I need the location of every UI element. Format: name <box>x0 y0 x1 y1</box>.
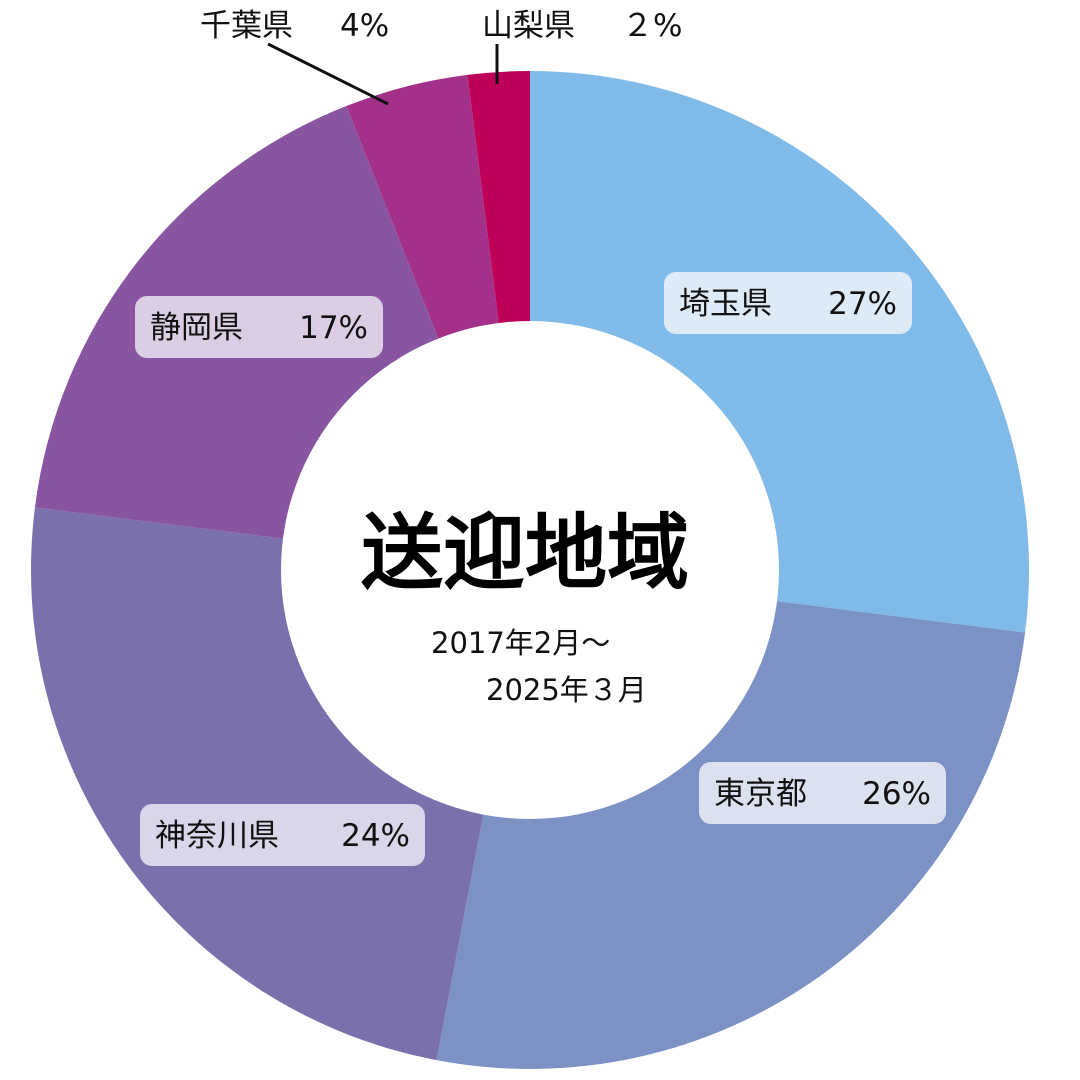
slice-labels: 埼玉県 27% 東京都 26% 神奈川県 24% 静岡県 17% 千葉県 4% 山梨県 ２% <box>135 8 946 866</box>
chart-title: 送迎地域 <box>361 506 689 601</box>
donut-hole <box>281 321 779 819</box>
slice-category-label: 山梨県 <box>482 8 575 44</box>
slice-value-label: 26% <box>862 776 931 812</box>
slice-value-label: 4% <box>340 8 389 44</box>
chart-subtitle-line-2: 2025年３月 <box>486 673 647 707</box>
slice-label-1: 埼玉県 27% <box>664 272 912 334</box>
slice-category-label: 千葉県 <box>200 8 293 44</box>
leader-lines <box>267 42 499 106</box>
slice-label-5: 千葉県 4% <box>200 8 389 44</box>
slice-label-6: 山梨県 ２% <box>482 8 682 44</box>
slice-value-label: 27% <box>828 286 897 322</box>
slice-category-label: 埼玉県 <box>679 286 772 322</box>
slice-label-box-2 <box>699 762 946 824</box>
slice-value-label: ２% <box>622 8 682 44</box>
slice-label-box-1 <box>664 272 912 334</box>
slice-label-2: 東京都 26% <box>699 762 946 824</box>
slice-value-label: 24% <box>341 818 410 854</box>
slice-label-4: 静岡県 17% <box>135 296 383 358</box>
slice-value-label: 17% <box>299 310 368 346</box>
slice-category-label: 神奈川県 <box>155 818 279 854</box>
chart-subtitle-line-1: 2017年2月～ <box>431 626 610 660</box>
slice-label-3: 神奈川県 24% <box>140 804 425 866</box>
slice-label-box-4 <box>135 296 383 358</box>
slice-category-label: 東京都 <box>714 776 807 812</box>
slice-category-label: 静岡県 <box>150 310 243 346</box>
leader-line <box>267 42 389 106</box>
slice-label-box-3 <box>140 804 425 866</box>
